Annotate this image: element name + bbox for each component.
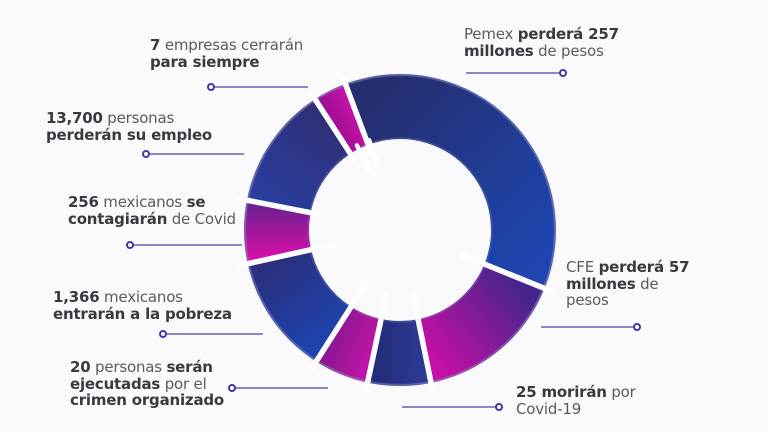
label-pemex: Pemex perderá 257 millones de pesos (464, 26, 619, 59)
segment-gap (307, 90, 358, 163)
leader-ejecutados (228, 384, 328, 392)
leader-dot (142, 150, 150, 158)
leader-dot (633, 323, 641, 331)
donut-segment-contagios (244, 200, 312, 264)
donut-outer-rim (243, 73, 557, 387)
label-line: 1,366 mexicanos (53, 288, 183, 306)
label-line: 13,700 personas (46, 109, 175, 127)
label-line: perderán su empleo (46, 125, 213, 144)
label-line: 7 empresas cerrarán (150, 36, 304, 54)
label-cfe: CFE perderá 57 millones de pesos (566, 258, 690, 309)
shine-streak (377, 293, 389, 326)
shine-streak (354, 143, 372, 173)
leader-dot (495, 403, 503, 411)
shine-streak (305, 242, 337, 253)
leader-pemex (466, 69, 567, 77)
leader-dot (228, 384, 236, 392)
leader-contagios (126, 241, 242, 249)
label-empleo: 13,700 personas perderán su empleo (46, 110, 212, 143)
label-line: 25 morirán por (516, 383, 636, 401)
shine-streak (346, 284, 367, 313)
donut-segment-empleo (246, 99, 351, 213)
label-line: contagiarán de Covid (68, 209, 236, 228)
label-line: CFE perderá 57 (566, 258, 690, 276)
label-covid25: 25 morirán por Covid-19 (516, 384, 636, 417)
label-line: crimen organizado (70, 391, 225, 409)
label-line: millones de pesos (464, 41, 604, 60)
leader-empleo (142, 150, 244, 158)
donut-segment-pemex (345, 74, 556, 289)
label-line: millones de (566, 274, 659, 293)
leader-pobreza (159, 330, 263, 338)
leader-cfe (541, 323, 641, 331)
label-line: pesos (566, 291, 609, 309)
shine-streak (366, 137, 381, 169)
leader-dot (159, 330, 167, 338)
donut-segment-pobreza (247, 249, 352, 362)
leader-dot (126, 241, 134, 249)
label-empresas: 7 empresas cerrarán para siempre (150, 37, 303, 70)
label-ejecutados: 20 personas serán ejecutadas por el crim… (70, 359, 224, 409)
label-line: 20 personas serán (70, 358, 213, 376)
donut-segment-covid-muertes (367, 319, 432, 387)
label-line: para siempre (150, 52, 260, 71)
segment-gap (237, 195, 321, 218)
donut-segment-cfe (418, 264, 545, 383)
donut-inner-rim (307, 137, 493, 323)
donut-segment-ejecutados (316, 306, 382, 383)
leader-covid25 (402, 403, 503, 411)
leader-dot (207, 83, 215, 91)
leader-empresas (207, 83, 308, 91)
shine-streak (411, 293, 422, 326)
label-line: Pemex perderá 257 (464, 25, 619, 43)
label-line: ejecutadas por el (70, 374, 207, 393)
label-pobreza: 1,366 mexicanos entrarán a la pobreza (53, 289, 232, 322)
label-line: 256 mexicanos se (68, 193, 206, 211)
donut-segment-empresas (315, 83, 369, 154)
label-line: entrarán a la pobreza (53, 304, 232, 323)
label-contagios: 256 mexicanos se contagiarán de Covid (68, 194, 236, 227)
shine-streak (459, 252, 491, 268)
segment-gap (339, 74, 374, 155)
label-line: Covid-19 (516, 399, 582, 418)
leader-dot (559, 69, 567, 77)
